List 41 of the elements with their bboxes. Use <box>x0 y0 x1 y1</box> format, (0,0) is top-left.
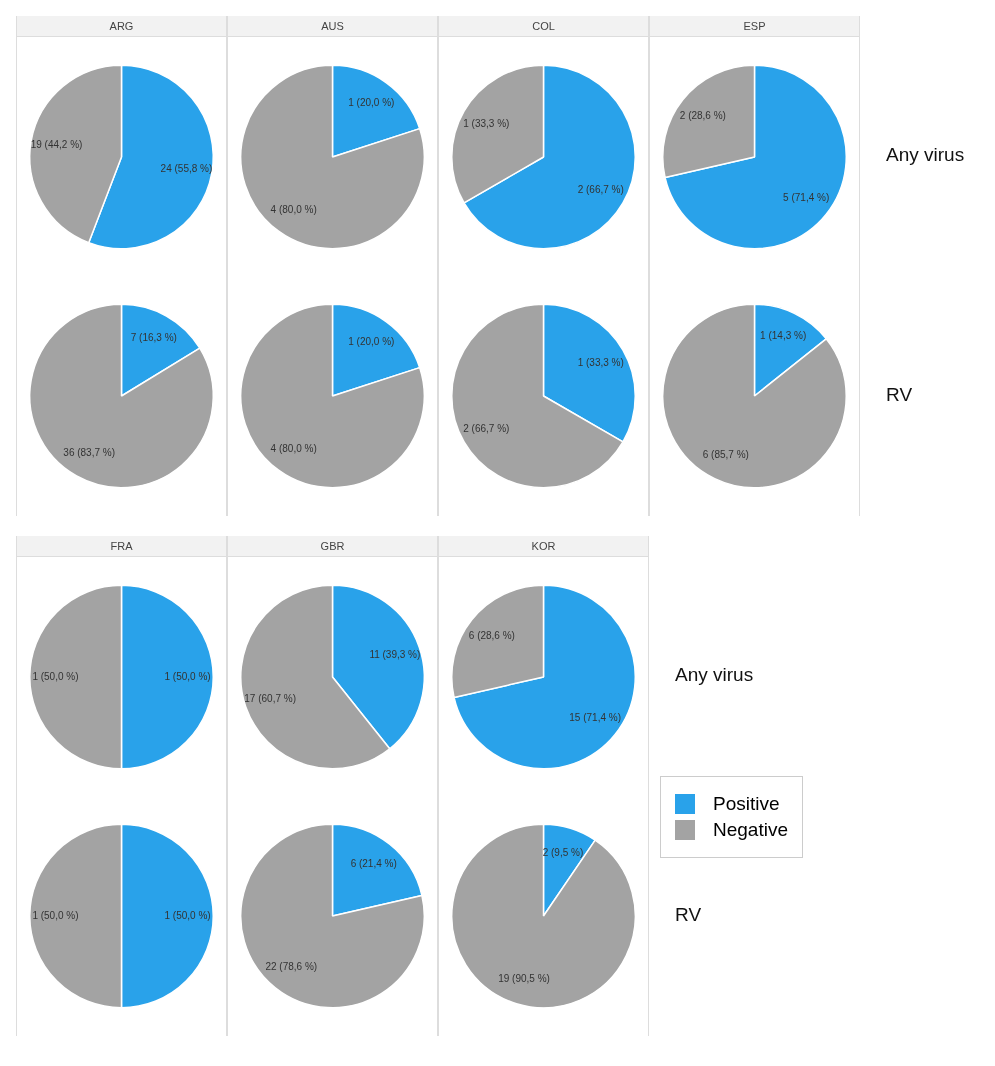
legend-label: Negative <box>713 819 788 841</box>
data-label: 6 (85,7 %) <box>702 449 749 461</box>
data-label: 1 (50,0 %) <box>164 670 211 682</box>
data-label: 5 (71,4 %) <box>783 191 830 203</box>
legend-label: Positive <box>713 793 780 815</box>
data-label: 2 (66,7 %) <box>463 422 510 434</box>
data-label: 1 (50,0 %) <box>164 909 211 921</box>
chart-title: KOR <box>531 540 556 552</box>
data-label: 1 (50,0 %) <box>32 909 79 921</box>
chart-title: COL <box>532 20 555 32</box>
text: Any virus <box>886 144 965 166</box>
chart-title: GBR <box>320 540 345 552</box>
data-label: 2 (66,7 %) <box>577 183 624 195</box>
data-label: 11 (39,3 %) <box>369 648 421 660</box>
data-label: 1 (50,0 %) <box>32 670 79 682</box>
data-label: 4 (80,0 %) <box>270 443 317 455</box>
chart-title: ARG <box>109 20 134 32</box>
data-label: 4 (80,0 %) <box>270 204 317 216</box>
data-label: 36 (83,7 %) <box>63 447 116 459</box>
data-label: 6 (21,4 %) <box>350 858 397 870</box>
data-label: 1 (14,3 %) <box>760 330 807 342</box>
chart-title: ESP <box>743 20 766 32</box>
data-label: 19 (44,2 %) <box>30 138 83 150</box>
text: RV <box>675 904 702 926</box>
chart-title: FRA <box>110 540 133 552</box>
data-label: 1 (20,0 %) <box>348 97 395 109</box>
data-label: 22 (78,6 %) <box>265 961 318 973</box>
data-label: 2 (28,6 %) <box>679 109 726 121</box>
data-label: 24 (55,8 %) <box>160 162 213 174</box>
data-label: 15 (71,4 %) <box>569 711 621 723</box>
data-label: 19 (90,5 %) <box>498 972 550 984</box>
chart-title: AUS <box>321 20 344 32</box>
data-label: 7 (16,3 %) <box>130 332 177 344</box>
text: Any virus <box>675 664 754 686</box>
text: RV <box>886 384 913 406</box>
data-label: 2 (9,5 %) <box>542 846 584 858</box>
data-label: 6 (28,6 %) <box>468 629 515 641</box>
data-label: 17 (60,7 %) <box>244 692 296 704</box>
data-label: 1 (33,3 %) <box>577 356 624 368</box>
data-label: 1 (33,3 %) <box>463 117 510 129</box>
data-label: 1 (20,0 %) <box>348 336 395 348</box>
